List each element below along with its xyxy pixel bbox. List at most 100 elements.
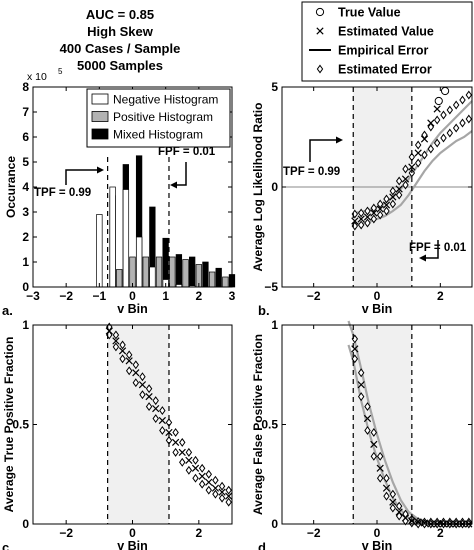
y-tick-label: 0.5 bbox=[12, 418, 29, 432]
estimated-value-point bbox=[389, 498, 397, 506]
estimated-error-point bbox=[370, 451, 378, 461]
estimated-error-point bbox=[459, 95, 466, 105]
estimated-value-point bbox=[112, 337, 120, 345]
mixed-histogram-bar bbox=[189, 256, 196, 288]
estimated-value-point bbox=[145, 393, 153, 401]
estimated-error-point bbox=[357, 392, 365, 402]
estimated-value-point bbox=[376, 464, 384, 472]
top-legend-label: Empirical Error bbox=[338, 44, 428, 58]
estimated-value-point bbox=[370, 440, 378, 449]
estimated-error-point bbox=[185, 465, 193, 475]
positive-histogram-bar-swatch bbox=[91, 111, 109, 122]
y-tick-label: 1 bbox=[271, 318, 278, 332]
estimated-error-point bbox=[383, 206, 390, 216]
estimated-error-point bbox=[364, 218, 371, 228]
x-tick-label: −2 bbox=[307, 289, 321, 303]
y-tick-label: 0 bbox=[22, 517, 29, 531]
estimated-error-point bbox=[395, 176, 403, 186]
fpf-arrow-shaft bbox=[425, 240, 439, 259]
estimated-value-point bbox=[395, 508, 403, 516]
mixed-histogram-bar bbox=[215, 267, 222, 288]
estimated-error-point bbox=[179, 457, 186, 467]
y-axis-label: Occurance bbox=[4, 156, 18, 218]
x-axis-label: v Bin bbox=[117, 302, 148, 316]
tpf-arrow bbox=[309, 136, 343, 162]
estimated-value-point bbox=[158, 416, 166, 425]
estimated-error-point bbox=[395, 190, 403, 200]
estimated-error-point bbox=[357, 220, 365, 230]
estimated-error-point bbox=[459, 118, 466, 128]
estimated-error-point bbox=[364, 426, 371, 435]
true-value-point bbox=[440, 86, 450, 96]
tpf-arrow bbox=[65, 166, 104, 185]
estimated-error-point bbox=[145, 384, 153, 394]
estimated-error-point bbox=[218, 481, 226, 491]
x-tick-label: 2 bbox=[437, 526, 444, 540]
top-legend: True Value Estimated Value Empirical Error… bbox=[301, 1, 473, 82]
estimated-value-point bbox=[178, 448, 186, 456]
x-tick-label: −2 bbox=[59, 526, 73, 540]
fpf-arrow-head bbox=[170, 181, 177, 189]
legend-x-marker bbox=[316, 27, 324, 35]
estimated-error-point bbox=[125, 350, 133, 360]
y-tick-label: 0 bbox=[271, 517, 278, 531]
estimated-value-point bbox=[401, 175, 410, 183]
estimated-value-point bbox=[211, 484, 220, 492]
legend-diamond-marker bbox=[316, 64, 324, 74]
estimated-value-point bbox=[225, 492, 233, 500]
x-axis-label: v Bin bbox=[362, 302, 393, 316]
estimated-error-point bbox=[383, 194, 390, 204]
estimated-error-point bbox=[198, 463, 206, 473]
y-multiplier-exponent: 5 bbox=[58, 67, 63, 76]
estimated-error-point bbox=[212, 489, 219, 499]
estimated-error-point bbox=[414, 140, 422, 150]
x-tick-label: 0 bbox=[374, 289, 381, 303]
estimated-error-point bbox=[446, 105, 454, 115]
estimated-error-point bbox=[376, 451, 384, 461]
estimated-error-point bbox=[112, 342, 120, 352]
estimated-value-point bbox=[370, 209, 378, 217]
estimated-value-point bbox=[433, 105, 441, 113]
positive-histogram-bar bbox=[182, 259, 189, 288]
y-tick-label: 3 bbox=[22, 205, 29, 219]
y-tick-label: 5 bbox=[22, 155, 29, 169]
estimated-error-point bbox=[185, 447, 193, 457]
estimated-value-point bbox=[401, 514, 410, 522]
estimated-error-point bbox=[225, 497, 232, 507]
top-legend-label: Estimated Error bbox=[338, 63, 432, 77]
estimated-value-point bbox=[363, 414, 372, 423]
estimated-value-point bbox=[171, 438, 180, 447]
estimated-value-point bbox=[389, 193, 397, 201]
y-tick-label: 1 bbox=[22, 255, 29, 269]
y-tick-label: 7 bbox=[22, 105, 29, 119]
estimated-error-point bbox=[351, 209, 359, 219]
x-tick-label: −3 bbox=[26, 289, 40, 303]
estimated-error-point bbox=[383, 473, 390, 483]
negative-histogram-bar bbox=[122, 189, 130, 288]
top-legend-label: Estimated Value bbox=[338, 25, 434, 39]
estimated-value-point bbox=[408, 163, 416, 171]
x-axis-label: v Bin bbox=[117, 539, 148, 550]
estimated-error-point bbox=[440, 110, 447, 120]
estimated-error-point bbox=[172, 447, 179, 457]
x-tick-label: −1 bbox=[92, 289, 106, 303]
estimated-value-point bbox=[382, 484, 391, 492]
estimated-error-point bbox=[205, 469, 212, 479]
panel-label: c. bbox=[2, 540, 13, 550]
negative-histogram-bar bbox=[149, 266, 156, 288]
estimated-error-point bbox=[192, 473, 199, 483]
estimated-error-point bbox=[421, 150, 428, 160]
panel-c: −2 0 2 0 0.5 1 v Bin Average True Positive Frac… bbox=[2, 318, 233, 550]
tpf-arrow-head bbox=[336, 136, 343, 144]
figure-header: AUC = 0.85 High Skew 400 Cases / Sample 500… bbox=[60, 7, 181, 73]
y-tick-label: 0 bbox=[271, 180, 278, 194]
estimated-error-point bbox=[395, 501, 403, 511]
estimated-value-point bbox=[357, 381, 365, 389]
y-tick-label: 6 bbox=[22, 130, 29, 144]
estimated-error-point bbox=[119, 354, 126, 364]
tpf-arrow-shaft bbox=[309, 139, 338, 162]
estimated-error-point bbox=[402, 164, 409, 174]
panel-a: −3 −2 −1 0 1 2 3 0 1 2 3 4 5 6 7 8 v Bin Occurance a. x 10 5… bbox=[2, 67, 236, 318]
estimated-value-point bbox=[205, 478, 213, 486]
estimated-error-point bbox=[212, 475, 219, 485]
